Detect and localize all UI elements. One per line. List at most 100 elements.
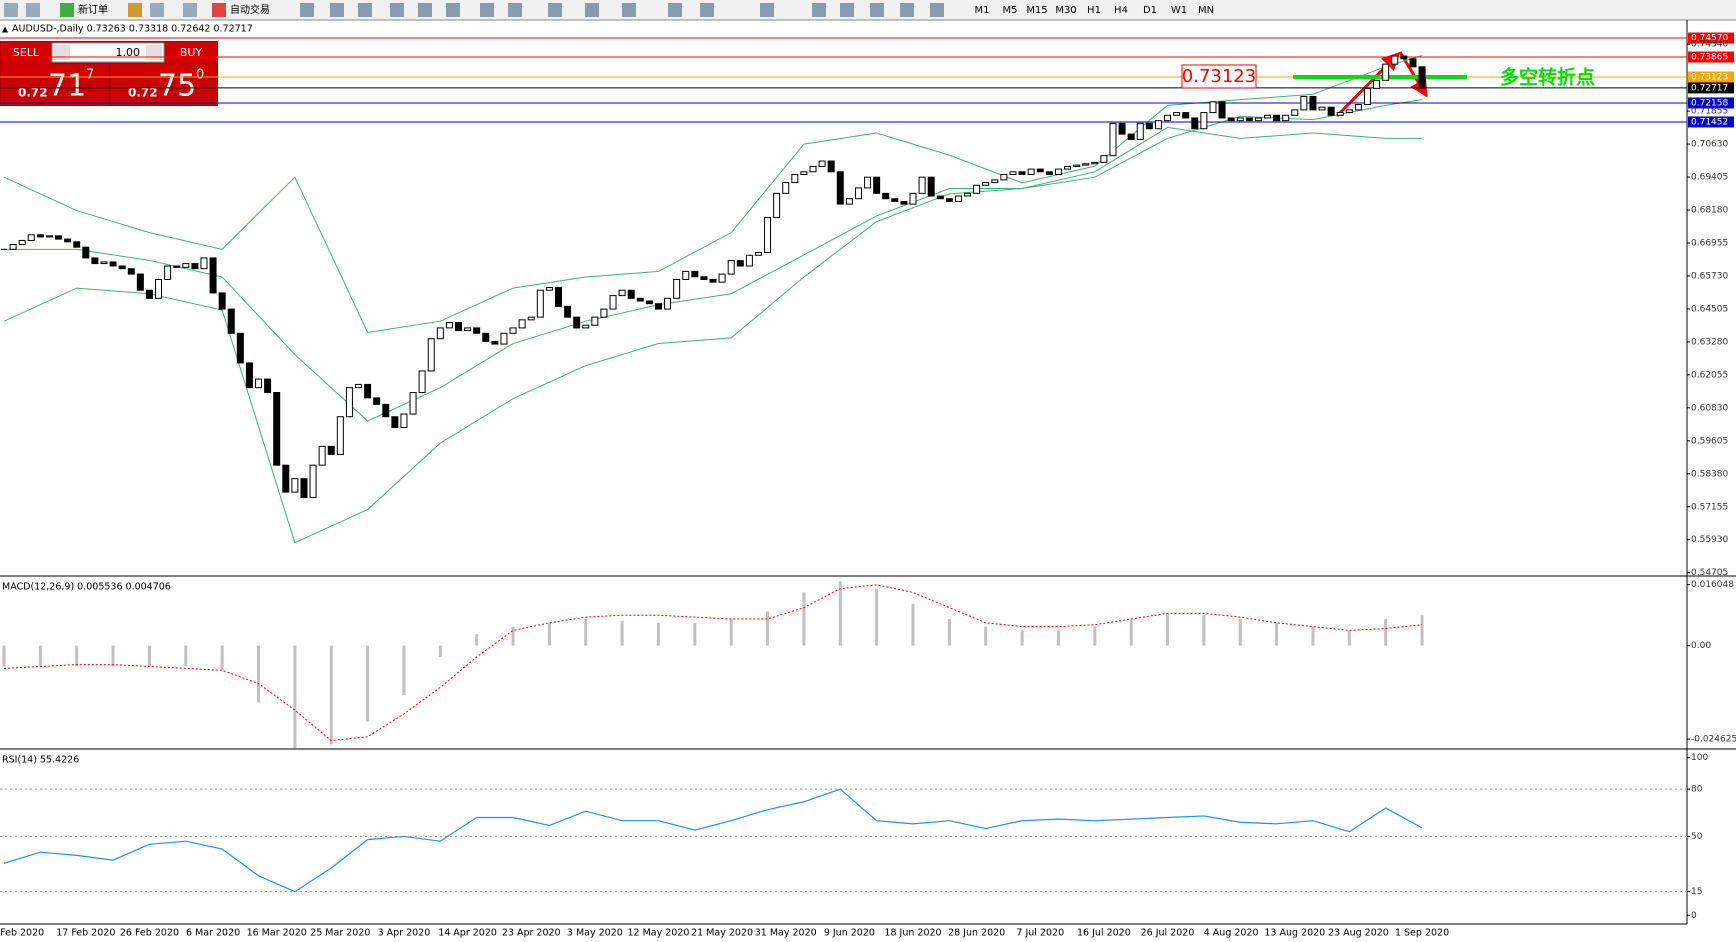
new-order-icon[interactable] xyxy=(60,3,74,17)
timeframe-button[interactable]: M15 xyxy=(1026,5,1047,16)
tool-icon[interactable] xyxy=(26,3,40,17)
macd-bar xyxy=(947,619,951,646)
tool-icon[interactable] xyxy=(870,3,884,17)
candle xyxy=(936,195,944,200)
timeframe-button[interactable]: H1 xyxy=(1087,5,1101,16)
candle xyxy=(382,403,390,418)
candle xyxy=(600,308,608,318)
tool-icon[interactable] xyxy=(508,3,522,17)
candle xyxy=(209,257,217,294)
tool-icon[interactable] xyxy=(585,3,599,17)
timeframe-button[interactable]: W1 xyxy=(1171,5,1187,16)
tool-icon[interactable] xyxy=(183,3,197,17)
macd-bar xyxy=(293,645,297,749)
collapse-icon[interactable]: ▲ xyxy=(2,25,9,34)
new-order[interactable]: 新订单 xyxy=(78,3,108,16)
tool-icon[interactable] xyxy=(480,3,494,17)
sell-button[interactable] xyxy=(1,42,51,63)
candle xyxy=(436,327,444,340)
candle xyxy=(518,319,526,329)
candle xyxy=(218,292,226,310)
macd-bar xyxy=(1020,630,1024,646)
candle xyxy=(873,176,881,194)
timeframe-button[interactable]: H4 xyxy=(1114,5,1128,16)
y-tick-label: 0.54705 xyxy=(1691,568,1728,578)
buy-price-box[interactable] xyxy=(111,64,217,105)
tool-icon[interactable] xyxy=(358,3,372,17)
sell-price-box[interactable] xyxy=(1,64,108,105)
candle xyxy=(1354,104,1362,111)
candle xyxy=(1300,95,1308,111)
tool-icon[interactable] xyxy=(418,3,432,17)
candle xyxy=(364,383,372,399)
candle xyxy=(418,370,426,394)
tool-icon[interactable] xyxy=(668,3,682,17)
candle xyxy=(627,289,635,299)
candle xyxy=(891,198,899,202)
tool-icon[interactable] xyxy=(330,3,344,17)
tool-icon[interactable] xyxy=(700,3,714,17)
x-tick-label: 3 Apr 2020 xyxy=(378,928,431,939)
macd-bar xyxy=(111,645,115,667)
buy-button[interactable] xyxy=(166,42,217,63)
tool-icon[interactable] xyxy=(300,3,314,17)
candle xyxy=(1145,122,1153,130)
turning-value: 0.73123 xyxy=(1182,66,1256,87)
y-tick-label: 0.64505 xyxy=(1691,304,1728,314)
macd-bar xyxy=(693,622,697,646)
candle xyxy=(618,289,626,297)
macd-bar xyxy=(147,645,151,667)
tool-icon[interactable] xyxy=(4,3,18,17)
candle xyxy=(1100,155,1108,163)
candle xyxy=(100,261,108,265)
candle xyxy=(827,160,835,173)
tool-icon[interactable] xyxy=(446,3,460,17)
candle xyxy=(1291,109,1299,116)
lots-value[interactable]: 1.00 xyxy=(116,46,141,59)
x-tick-label: 1 Sep 2020 xyxy=(1395,928,1449,939)
tool-icon[interactable] xyxy=(548,3,562,17)
timeframe-button[interactable]: D1 xyxy=(1143,5,1157,16)
tool-icon[interactable] xyxy=(622,3,636,17)
toolbar-icons xyxy=(300,3,944,17)
timeframe-button[interactable]: MN xyxy=(1198,5,1214,16)
macd-bar xyxy=(438,645,442,657)
y-tick-label: 80 xyxy=(1691,785,1703,795)
candle xyxy=(327,445,335,455)
y-tick-label: 0 xyxy=(1691,911,1697,921)
tool-icon[interactable] xyxy=(390,3,404,17)
candle xyxy=(55,235,63,240)
macd-bar xyxy=(547,622,551,646)
auto-trade[interactable]: 自动交易 xyxy=(230,3,270,16)
lots-down[interactable] xyxy=(54,45,70,60)
x-tick-label: Feb 2020 xyxy=(0,928,44,939)
tool-icon[interactable] xyxy=(760,3,774,17)
macd-bar xyxy=(511,626,515,646)
candle xyxy=(1045,171,1053,175)
macd-bar xyxy=(184,645,188,667)
timeframe-button[interactable]: M5 xyxy=(1003,5,1018,16)
x-tick-label: 25 Mar 2020 xyxy=(310,928,370,939)
tool-icon[interactable] xyxy=(812,3,826,17)
x-tick-label: 9 Jun 2020 xyxy=(824,928,875,939)
candle xyxy=(1318,106,1326,111)
buy-label[interactable]: BUY xyxy=(180,46,203,59)
auto-trade-icon[interactable] xyxy=(212,3,226,17)
sell-label[interactable]: SELL xyxy=(13,46,40,59)
x-tick-label: 23 Aug 2020 xyxy=(1328,928,1389,939)
tool-icon[interactable] xyxy=(900,3,914,17)
tool-icon[interactable] xyxy=(930,3,944,17)
tool-icon[interactable] xyxy=(150,3,164,17)
tool-icon[interactable] xyxy=(128,3,142,17)
candle xyxy=(200,257,208,270)
lots-up[interactable] xyxy=(146,45,162,60)
timeframe-button[interactable]: M1 xyxy=(975,5,990,16)
candle xyxy=(691,270,699,278)
macd-bar xyxy=(1275,622,1279,646)
candle xyxy=(673,278,681,299)
macd-signal xyxy=(3,584,1423,742)
turning-box xyxy=(1181,64,1257,89)
timeframe-button[interactable]: M30 xyxy=(1055,5,1076,16)
tool-icon[interactable] xyxy=(840,3,854,17)
